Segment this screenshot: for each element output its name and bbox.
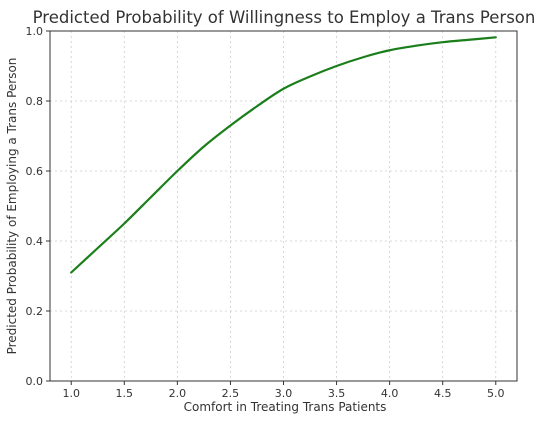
grid-lines (50, 30, 517, 382)
series-line (70, 36, 497, 274)
x-tick-label: 1.0 (62, 387, 80, 400)
x-tick-label: 2.0 (169, 387, 187, 400)
x-axis-label: Comfort in Treating Trans Patients (184, 400, 387, 414)
x-tick-label: 3.5 (328, 387, 346, 400)
y-tick-label: 0.6 (26, 165, 44, 178)
x-tick-label: 4.5 (434, 387, 452, 400)
x-tick-label: 1.5 (116, 387, 134, 400)
series-layer (70, 36, 497, 274)
axes (46, 30, 518, 385)
y-axis-label: Predicted Probability of Employing a Tra… (5, 58, 19, 355)
y-tick-label: 0.2 (26, 305, 44, 318)
y-tick-label: 0.4 (26, 235, 44, 248)
x-tick-label: 5.0 (487, 387, 505, 400)
y-tick-label: 0.8 (26, 95, 44, 108)
y-tick-label: 1.0 (26, 25, 44, 38)
y-tick-label: 0.0 (26, 375, 44, 388)
x-tick-label: 4.0 (381, 387, 399, 400)
x-tick-label: 3.0 (275, 387, 293, 400)
chart-title: Predicted Probability of Willingness to … (33, 8, 536, 27)
x-tick-label: 2.5 (222, 387, 240, 400)
tick-labels: 1.0 1.5 2.0 2.5 3.0 3.5 4.0 4.5 5.0 0.0 0.2 0.4 0.6 0… (26, 25, 505, 400)
